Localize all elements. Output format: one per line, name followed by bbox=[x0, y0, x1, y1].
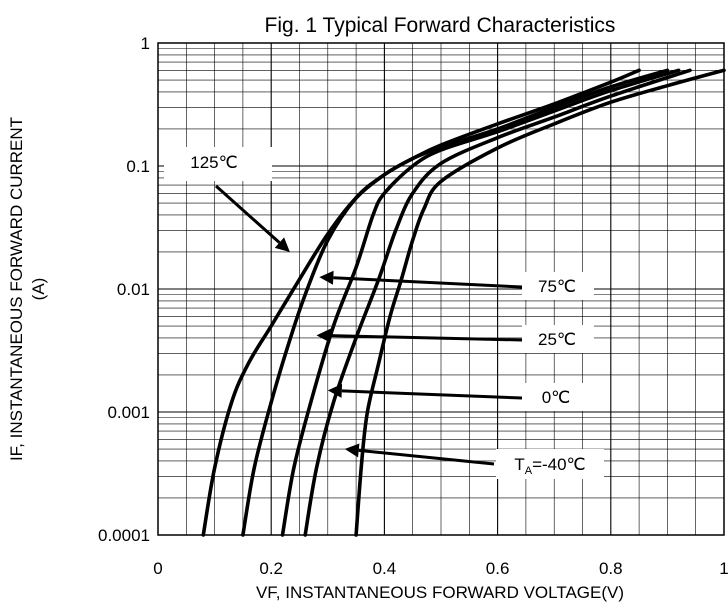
label-25c: 25℃ bbox=[538, 330, 576, 349]
label-ta-rest: =-40℃ bbox=[532, 455, 586, 474]
label-125c: 125℃ bbox=[190, 153, 237, 172]
annotation-arrow-line bbox=[358, 448, 495, 466]
annotation-labels: 125℃ 75℃ 25℃ 0℃ TA=-40℃ bbox=[164, 147, 604, 479]
grid bbox=[158, 43, 724, 535]
x-tick-label: 0.4 bbox=[373, 559, 397, 578]
y-tick-label: 1 bbox=[141, 34, 150, 53]
label-box-ta bbox=[496, 449, 604, 479]
label-ta-minus40c: TA=-40℃ bbox=[514, 455, 585, 477]
annotation-arrow-line bbox=[341, 389, 523, 400]
label-box-0 bbox=[522, 383, 594, 411]
annotation-arrow-head bbox=[344, 443, 360, 458]
annotation-arrow-head bbox=[316, 328, 331, 343]
y-tick-label: 0.0001 bbox=[98, 526, 150, 545]
series-curves bbox=[201, 68, 726, 537]
label-75c: 75℃ bbox=[538, 277, 576, 296]
annotation-arrow-line bbox=[330, 334, 523, 342]
x-tick-label: 0.2 bbox=[259, 559, 283, 578]
x-tick-label: 0.6 bbox=[486, 559, 510, 578]
label-ta-sub: A bbox=[525, 465, 533, 477]
annotation-arrow-line bbox=[333, 276, 523, 289]
x-tick-labels: 0 0.2 0.4 0.6 0.8 1 bbox=[153, 559, 728, 578]
label-box-75 bbox=[522, 272, 594, 300]
series-line-4 bbox=[354, 68, 726, 537]
x-tick-label: 0 bbox=[153, 559, 162, 578]
series-line-2 bbox=[280, 68, 681, 537]
series-line-3 bbox=[303, 68, 692, 537]
label-ta-t: T bbox=[514, 455, 524, 474]
label-box-25 bbox=[522, 325, 594, 353]
chart-title: Fig. 1 Typical Forward Characteristics bbox=[265, 14, 616, 37]
annotation-arrow-line bbox=[215, 184, 281, 244]
annotation-arrows bbox=[215, 184, 523, 466]
y-tick-label: 0.1 bbox=[126, 157, 150, 176]
label-box-125 bbox=[164, 147, 272, 181]
label-0c: 0℃ bbox=[542, 388, 571, 407]
annotation-arrow-head bbox=[327, 383, 343, 398]
annotation-arrow-head bbox=[319, 270, 334, 285]
y-tick-label: 0.001 bbox=[107, 403, 150, 422]
x-tick-label: 1 bbox=[719, 559, 728, 578]
annotation-arrow-head bbox=[274, 237, 290, 252]
x-tick-label: 0.8 bbox=[599, 559, 623, 578]
plot-area-frame bbox=[157, 42, 725, 536]
y-tick-labels: 0.0001 0.001 0.01 0.1 1 bbox=[98, 34, 150, 545]
y-axis-label-line2: (A) bbox=[29, 278, 48, 301]
x-axis-label: VF, INSTANTANEOUS FORWARD VOLTAGE(V) bbox=[256, 583, 624, 602]
series-line-1 bbox=[241, 68, 670, 537]
y-axis-label-line1: IF, INSTANTANEOUS FORWARD CURRENT bbox=[7, 117, 26, 461]
y-tick-label: 0.01 bbox=[117, 280, 150, 299]
